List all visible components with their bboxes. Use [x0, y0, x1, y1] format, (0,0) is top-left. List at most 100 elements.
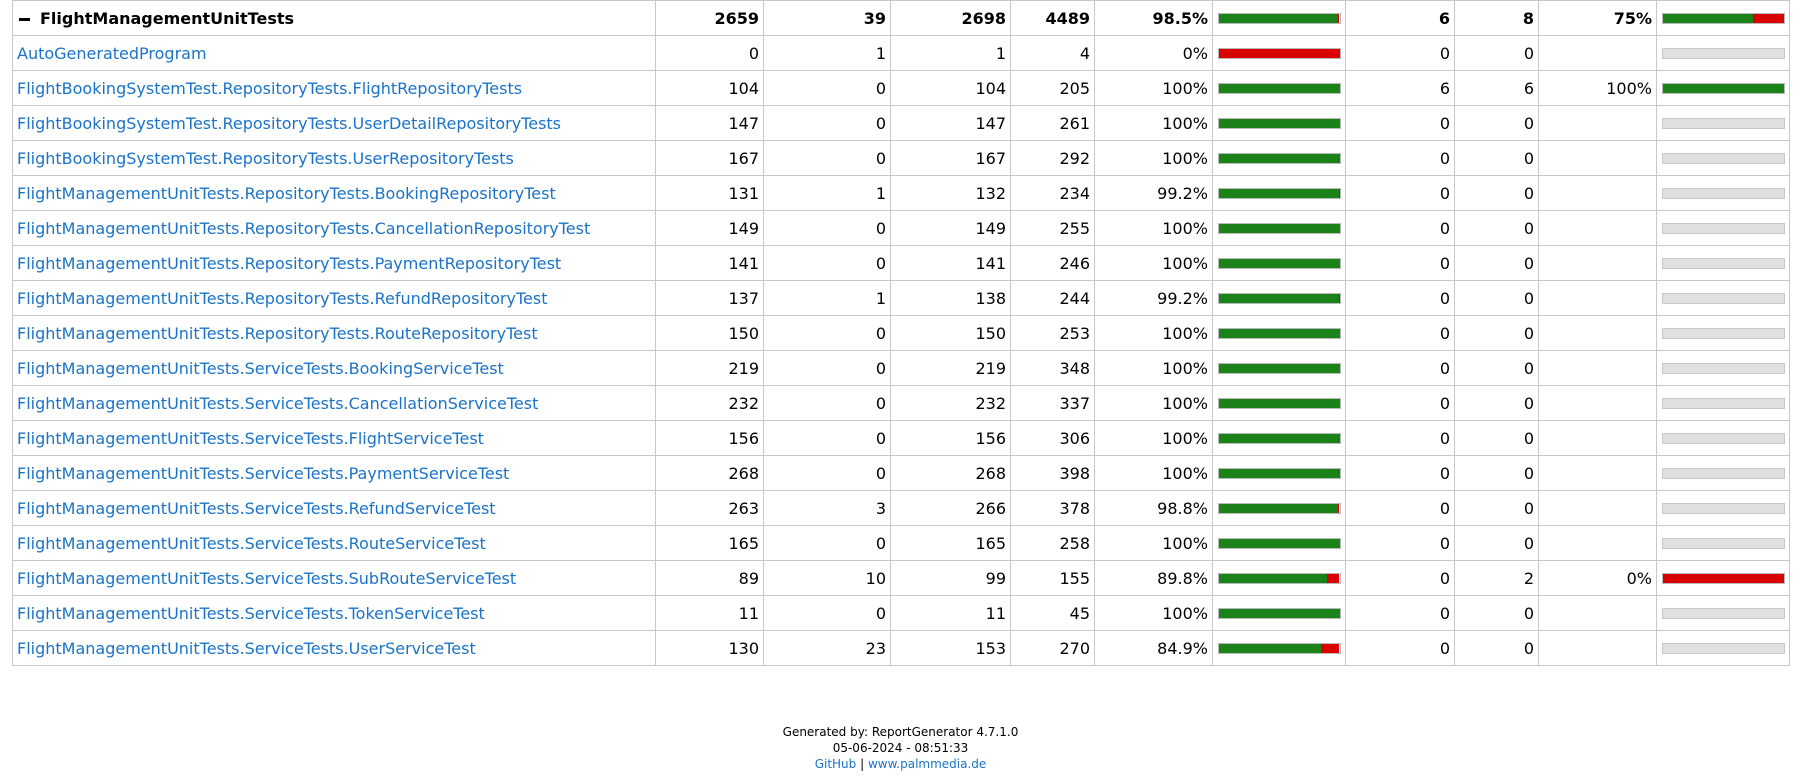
class-row: FlightManagementUnitTests.ServiceTests.R…: [12, 490, 1790, 526]
coverable-lines: 1: [890, 35, 1011, 71]
class-link[interactable]: FlightManagementUnitTests.ServiceTests.U…: [17, 638, 476, 658]
total-branches: 0: [1454, 175, 1539, 211]
total-branches: 0: [1454, 420, 1539, 456]
branch-coverage-bar: [1661, 572, 1785, 584]
branch-coverage-bar: [1661, 117, 1785, 129]
total-lines: 4489: [1010, 0, 1095, 36]
branch-coverage-bar: [1661, 292, 1785, 304]
total-branches: 0: [1454, 35, 1539, 71]
class-link[interactable]: FlightManagementUnitTests.ServiceTests.R…: [17, 498, 496, 518]
class-link[interactable]: FlightBookingSystemTest.RepositoryTests.…: [17, 78, 523, 98]
class-link[interactable]: FlightManagementUnitTests.ServiceTests.B…: [17, 358, 504, 378]
covered-lines: 149: [655, 210, 764, 246]
covered-lines: 263: [655, 490, 764, 526]
line-coverage-bar-cell: [1212, 315, 1346, 351]
total-branches: 0: [1454, 595, 1539, 631]
uncovered-lines: 0: [763, 315, 891, 351]
footer-links: GitHub | www.palmmedia.de: [0, 756, 1801, 772]
uncovered-lines: 0: [763, 70, 891, 106]
branch-coverage-bar-cell: [1656, 140, 1790, 176]
class-name-cell: FlightManagementUnitTests.ServiceTests.U…: [12, 630, 656, 666]
class-row: FlightManagementUnitTests.ServiceTests.P…: [12, 455, 1790, 491]
covered-branches: 0: [1345, 560, 1455, 596]
class-link[interactable]: FlightManagementUnitTests.ServiceTests.C…: [17, 393, 539, 413]
class-link[interactable]: FlightBookingSystemTest.RepositoryTests.…: [17, 148, 514, 168]
uncovered-lines: 0: [763, 210, 891, 246]
line-coverage-pct: 100%: [1094, 105, 1213, 141]
class-row: FlightManagementUnitTests.ServiceTests.U…: [12, 630, 1790, 666]
coverable-lines: 104: [890, 70, 1011, 106]
website-link[interactable]: www.palmmedia.de: [867, 757, 987, 771]
line-coverage-pct: 99.2%: [1094, 280, 1213, 316]
class-link[interactable]: FlightManagementUnitTests.ServiceTests.P…: [17, 463, 510, 483]
branch-coverage-bar: [1661, 432, 1785, 444]
total-branches: 0: [1454, 525, 1539, 561]
class-link[interactable]: AutoGeneratedProgram: [17, 43, 207, 63]
class-link[interactable]: FlightManagementUnitTests.ServiceTests.R…: [17, 533, 486, 553]
branch-coverage-bar-cell: [1656, 175, 1790, 211]
line-coverage-pct: 100%: [1094, 245, 1213, 281]
branch-coverage-bar: [1661, 537, 1785, 549]
branch-coverage-bar-cell: [1656, 350, 1790, 386]
class-name-cell: FlightManagementUnitTests.RepositoryTest…: [12, 280, 656, 316]
covered-segment: [1218, 538, 1340, 548]
collapse-icon[interactable]: [19, 17, 30, 21]
branch-coverage-bar: [1661, 187, 1785, 199]
covered-branches: 0: [1345, 490, 1455, 526]
uncovered-segment: [1753, 13, 1784, 23]
line-coverage-pct: 100%: [1094, 595, 1213, 631]
class-row: FlightManagementUnitTests.RepositoryTest…: [12, 280, 1790, 316]
class-link[interactable]: FlightManagementUnitTests.RepositoryTest…: [17, 253, 562, 273]
branch-coverage-bar: [1661, 607, 1785, 619]
branch-coverage-pct: 75%: [1538, 0, 1657, 36]
branch-coverage-pct: [1538, 35, 1657, 71]
branch-coverage-bar: [1661, 12, 1785, 24]
line-coverage-bar-cell: [1212, 560, 1346, 596]
total-lines: 45: [1010, 595, 1095, 631]
link-separator: |: [856, 757, 868, 771]
branch-coverage-pct: 100%: [1538, 70, 1657, 106]
coverable-lines: 266: [890, 490, 1011, 526]
uncovered-lines: 0: [763, 385, 891, 421]
branch-coverage-bar-cell: [1656, 35, 1790, 71]
line-coverage-pct: 99.2%: [1094, 175, 1213, 211]
github-link[interactable]: GitHub: [814, 757, 857, 771]
uncovered-segment: [1338, 188, 1340, 198]
class-name-cell: FlightManagementUnitTests.ServiceTests.R…: [12, 525, 656, 561]
class-row: FlightManagementUnitTests.RepositoryTest…: [12, 245, 1790, 281]
class-link[interactable]: FlightManagementUnitTests.ServiceTests.F…: [17, 428, 484, 448]
class-row: FlightManagementUnitTests.ServiceTests.F…: [12, 420, 1790, 456]
class-link[interactable]: FlightManagementUnitTests.ServiceTests.S…: [17, 568, 517, 588]
total-lines: 306: [1010, 420, 1095, 456]
line-coverage-pct: 100%: [1094, 350, 1213, 386]
covered-branches: 0: [1345, 385, 1455, 421]
total-branches: 0: [1454, 455, 1539, 491]
covered-branches: 0: [1345, 140, 1455, 176]
total-branches: 0: [1454, 315, 1539, 351]
total-branches: 0: [1454, 245, 1539, 281]
class-link[interactable]: FlightManagementUnitTests.RepositoryTest…: [17, 218, 591, 238]
covered-segment: [1218, 223, 1340, 233]
class-link[interactable]: FlightManagementUnitTests.RepositoryTest…: [17, 323, 538, 343]
class-name-cell: FlightBookingSystemTest.RepositoryTests.…: [12, 105, 656, 141]
uncovered-segment: [1327, 573, 1340, 583]
class-link[interactable]: FlightManagementUnitTests.RepositoryTest…: [17, 183, 556, 203]
covered-segment: [1662, 13, 1754, 23]
class-link[interactable]: FlightManagementUnitTests.RepositoryTest…: [17, 288, 548, 308]
branch-coverage-bar: [1661, 222, 1785, 234]
covered-segment: [1218, 398, 1340, 408]
class-row: AutoGeneratedProgram 0 1 1 4 0% 0 0: [12, 35, 1790, 71]
class-link[interactable]: FlightManagementUnitTests.ServiceTests.T…: [17, 603, 485, 623]
coverable-lines: 156: [890, 420, 1011, 456]
coverable-lines: 11: [890, 595, 1011, 631]
total-lines: 258: [1010, 525, 1095, 561]
branch-coverage-bar-cell: [1656, 595, 1790, 631]
branch-coverage-bar: [1661, 47, 1785, 59]
line-coverage-pct: 100%: [1094, 455, 1213, 491]
coverable-lines: 167: [890, 140, 1011, 176]
branch-coverage-pct: [1538, 175, 1657, 211]
class-link[interactable]: FlightBookingSystemTest.RepositoryTests.…: [17, 113, 562, 133]
total-branches: 6: [1454, 70, 1539, 106]
branch-coverage-pct: [1538, 280, 1657, 316]
line-coverage-bar: [1217, 187, 1341, 199]
